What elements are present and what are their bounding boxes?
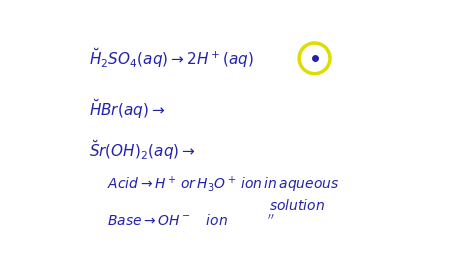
Text: $\breve{H}Br(aq) \rightarrow$: $\breve{H}Br(aq) \rightarrow$ xyxy=(89,98,165,121)
Text: $\breve{H}_2SO_4(aq) \rightarrow 2H^+(aq)$: $\breve{H}_2SO_4(aq) \rightarrow 2H^+(aq… xyxy=(89,47,254,70)
Text: $solution$: $solution$ xyxy=(269,198,325,213)
Text: $Base \rightarrow OH^- \quad ion \qquad \quad ''$: $Base \rightarrow OH^- \quad ion \qquad … xyxy=(107,214,275,229)
Text: $\breve{S}r(OH)_2(aq) \rightarrow$: $\breve{S}r(OH)_2(aq) \rightarrow$ xyxy=(89,138,195,162)
Text: $Acid \rightarrow H^+ \, or \, H_3O^+ \, ion \, in \, aqueous$: $Acid \rightarrow H^+ \, or \, H_3O^+ \,… xyxy=(107,175,339,195)
